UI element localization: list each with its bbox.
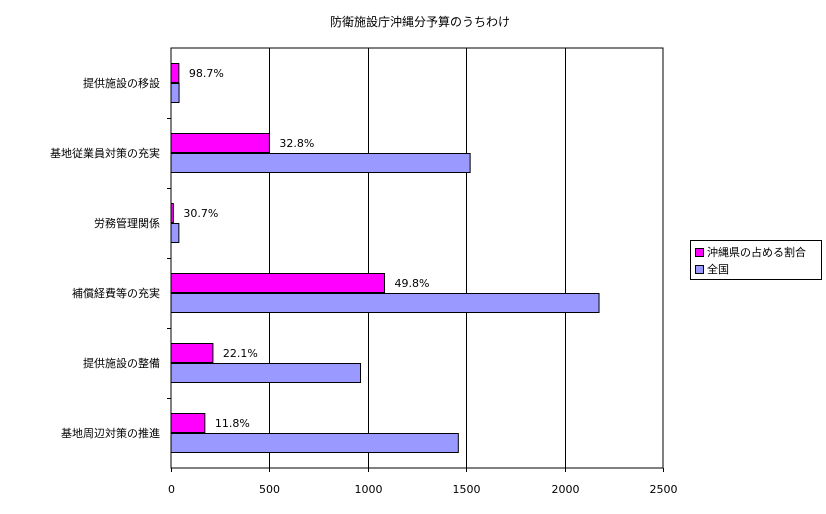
data-label: 11.8% (215, 417, 250, 430)
bar-okinawa (170, 133, 270, 153)
legend-label-okinawa: 沖縄県の占める割合 (707, 246, 806, 259)
category-label: 労務管理関係 (94, 216, 160, 230)
legend-swatch-okinawa (695, 248, 704, 257)
bar-national (170, 153, 471, 173)
category-label: 提供施設の整備 (83, 356, 160, 370)
legend: 沖縄県の占める割合 全国 (690, 240, 822, 280)
legend-swatch-national (695, 265, 704, 274)
category-label: 基地従業員対策の充実 (50, 146, 160, 160)
x-tick-label: 500 (259, 483, 280, 496)
x-tick-label: 2000 (552, 483, 580, 496)
category-label: 提供施設の移設 (83, 76, 160, 90)
legend-item-okinawa: 沖縄県の占める割合 (695, 244, 817, 261)
data-label: 49.8% (395, 277, 430, 290)
category-label: 基地周辺対策の推進 (61, 426, 160, 440)
x-tick-label: 1000 (355, 483, 383, 496)
chart-title: 防衛施設庁沖縄分予算のうちわけ (330, 14, 510, 29)
x-tick-label: 1500 (453, 483, 481, 496)
bar-national (170, 433, 459, 453)
legend-label-national: 全国 (707, 263, 729, 276)
data-label: 30.7% (183, 207, 218, 220)
data-label: 32.8% (279, 137, 314, 150)
bar-okinawa (170, 273, 386, 293)
x-tick-label: 0 (168, 483, 175, 496)
data-label: 98.7% (189, 67, 224, 80)
data-label: 22.1% (223, 347, 258, 360)
bar-okinawa (170, 413, 206, 433)
legend-item-national: 全国 (695, 261, 817, 278)
category-label: 補償経費等の充実 (72, 286, 160, 300)
bar-national (170, 83, 180, 103)
bar-okinawa (170, 203, 174, 223)
bar-okinawa (170, 63, 180, 83)
bar-national (170, 223, 180, 243)
bar-national (170, 363, 362, 383)
bar-national (170, 293, 600, 313)
plot-area (170, 47, 664, 469)
x-tick-label: 2500 (650, 483, 678, 496)
bar-okinawa (170, 343, 214, 363)
